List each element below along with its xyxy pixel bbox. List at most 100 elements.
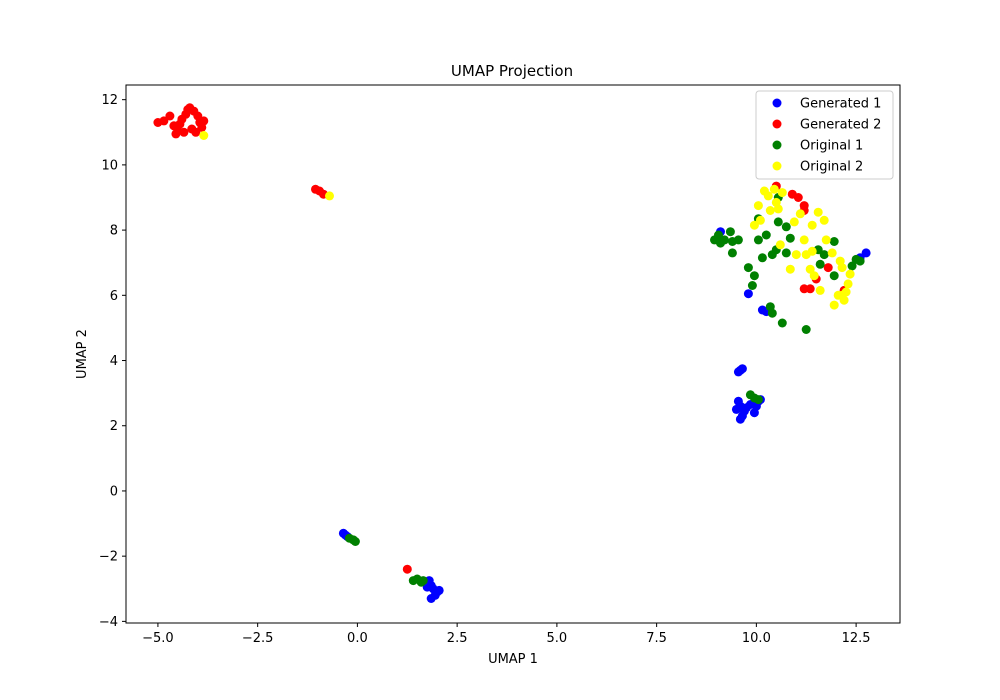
- x-tick-label: −2.5: [242, 631, 274, 646]
- data-point: [749, 220, 759, 230]
- y-tick-label: 6: [110, 289, 118, 304]
- data-point: [418, 576, 428, 586]
- data-point: [765, 206, 775, 215]
- data-point: [829, 271, 839, 281]
- x-tick-label: 10.0: [742, 631, 771, 646]
- data-point: [755, 215, 765, 225]
- data-point: [165, 111, 175, 121]
- data-point: [179, 127, 189, 137]
- data-point: [815, 259, 825, 269]
- x-tick-label: 2.5: [447, 631, 468, 646]
- y-tick-label: 8: [110, 224, 118, 239]
- y-tick-label: 10: [101, 158, 118, 173]
- x-axis-ticks: −5.0 −2.5 0.0 2.5 5.0 7.5 10.0 12.5: [142, 623, 871, 646]
- y-tick-label: 12: [101, 93, 118, 108]
- data-point: [793, 193, 803, 202]
- data-point: [737, 364, 747, 374]
- x-tick-label: 7.5: [646, 631, 667, 646]
- data-point: [773, 217, 783, 227]
- legend-marker: [772, 161, 782, 171]
- data-point: [777, 188, 787, 198]
- data-point: [819, 215, 829, 225]
- data-point: [785, 233, 795, 243]
- data-point: [861, 248, 871, 258]
- data-point: [720, 235, 729, 245]
- points-layer: [153, 103, 871, 603]
- data-point: [813, 207, 823, 217]
- data-point: [823, 263, 833, 273]
- data-point: [781, 248, 791, 258]
- legend-marker: [772, 140, 782, 150]
- data-point: [402, 564, 412, 574]
- chart-title: UMAP Projection: [451, 62, 573, 80]
- data-point: [821, 235, 831, 245]
- data-point: [175, 119, 185, 129]
- data-point: [777, 318, 787, 328]
- legend: Generated 1 Generated 2 Original 1 Original…: [755, 90, 894, 180]
- data-point: [733, 235, 743, 245]
- data-point: [795, 209, 805, 219]
- data-point: [434, 585, 444, 595]
- data-point: [807, 220, 817, 230]
- data-point: [735, 414, 745, 424]
- x-tick-label: 12.5: [842, 631, 871, 646]
- y-tick-label: −2: [99, 550, 118, 565]
- series-4-points: [199, 131, 855, 310]
- data-point: [855, 256, 865, 266]
- legend-label: Generated 1: [800, 97, 881, 112]
- legend-label: Original 2: [800, 160, 863, 175]
- data-point: [753, 235, 763, 245]
- data-point: [799, 235, 809, 245]
- series-2-points: [153, 103, 849, 574]
- data-point: [829, 300, 839, 310]
- y-tick-label: −4: [99, 615, 118, 630]
- data-point: [743, 263, 753, 273]
- data-point: [819, 250, 829, 260]
- data-point: [769, 184, 779, 194]
- data-point: [197, 122, 207, 132]
- x-tick-label: −5.0: [142, 631, 174, 646]
- data-point: [843, 279, 853, 289]
- data-point: [325, 191, 334, 201]
- data-point: [791, 250, 801, 260]
- data-point: [753, 395, 763, 405]
- data-point: [743, 289, 753, 299]
- data-point: [426, 594, 436, 603]
- data-point: [757, 253, 767, 263]
- data-point: [199, 131, 209, 140]
- data-point: [761, 230, 771, 240]
- data-point: [773, 204, 783, 214]
- plot-frame: [125, 84, 901, 624]
- data-point: [767, 308, 777, 318]
- data-point: [789, 217, 799, 227]
- y-axis-ticks: −4 −2 0 2 4 6 8 10 12: [99, 93, 126, 630]
- data-point: [731, 404, 741, 414]
- data-point: [171, 129, 181, 139]
- data-point: [159, 116, 169, 126]
- y-tick-label: 0: [110, 484, 118, 499]
- data-point: [763, 191, 773, 201]
- x-tick-label: 5.0: [547, 631, 568, 646]
- data-point: [725, 227, 735, 237]
- data-point: [749, 271, 759, 281]
- data-point: [815, 285, 825, 295]
- data-point: [785, 264, 795, 274]
- data-point: [775, 240, 785, 250]
- y-axis-label: UMAP 2: [75, 329, 90, 379]
- data-point: [191, 127, 201, 137]
- legend-marker: [772, 119, 782, 129]
- data-point: [809, 271, 819, 281]
- data-point: [805, 284, 815, 294]
- x-axis-label: UMAP 1: [488, 652, 538, 667]
- data-point: [805, 264, 815, 274]
- legend-label: Generated 2: [800, 118, 881, 133]
- data-point: [847, 261, 857, 271]
- data-point: [739, 406, 749, 416]
- data-point: [714, 230, 723, 240]
- data-point: [350, 537, 360, 546]
- data-point: [727, 248, 737, 258]
- data-point: [837, 290, 847, 300]
- data-point: [747, 281, 757, 290]
- series-3-points: [344, 193, 865, 587]
